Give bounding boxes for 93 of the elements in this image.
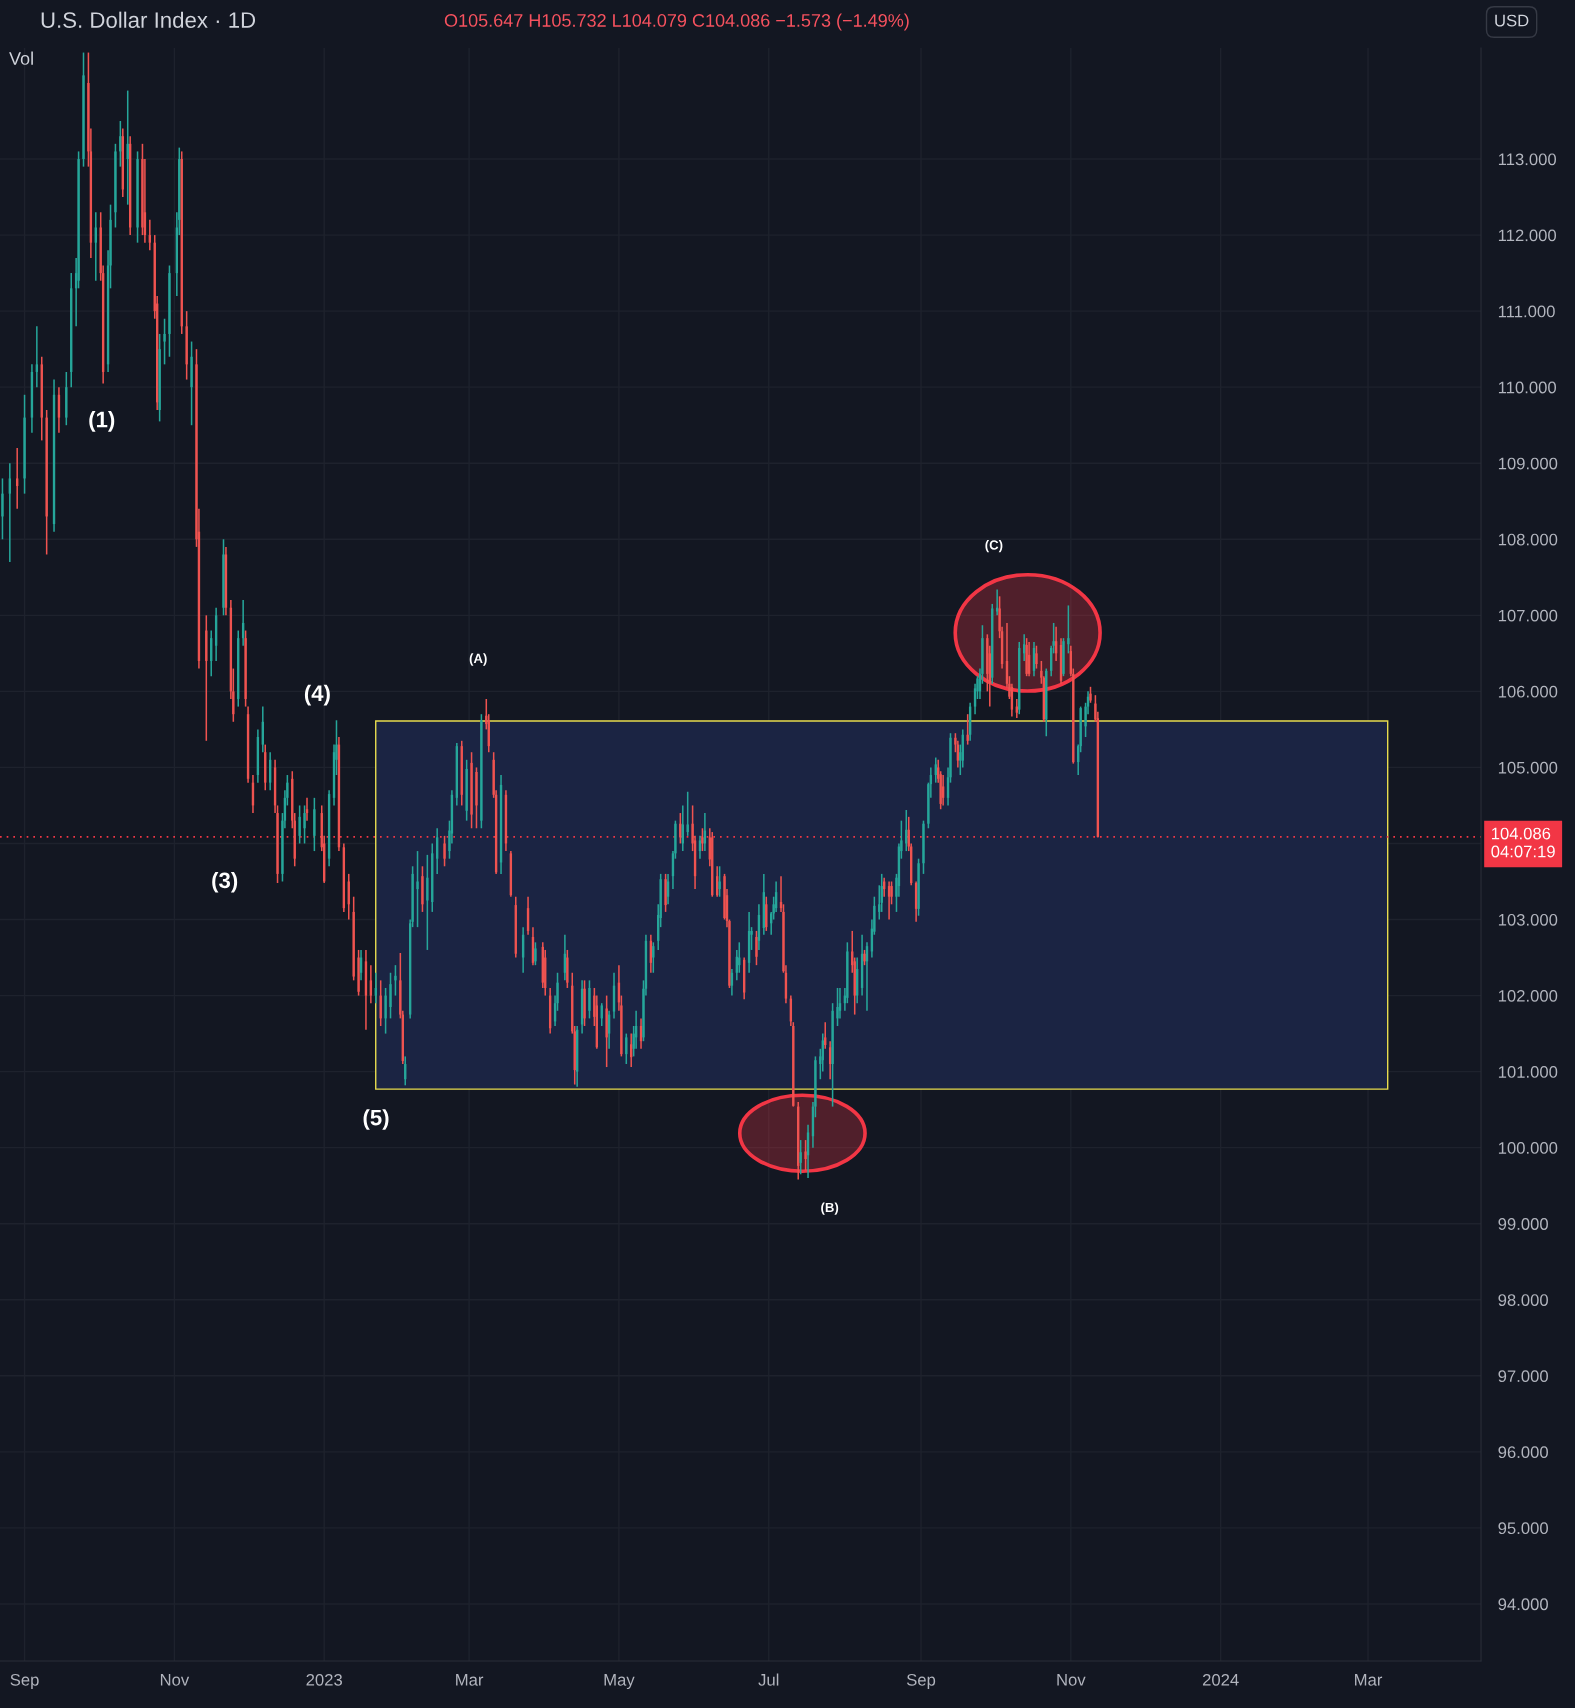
candlestick <box>465 759 468 822</box>
y-tick-label: 112.000 <box>1498 229 1557 242</box>
x-tick-label: Nov <box>160 1674 190 1686</box>
candlestick <box>1067 604 1070 655</box>
y-tick-label: 99.000 <box>1498 1218 1548 1230</box>
candlestick <box>652 941 655 974</box>
candlestick <box>1 477 4 541</box>
candlestick <box>163 317 166 366</box>
candlestick <box>1035 644 1038 670</box>
annotation: (1) <box>89 411 115 432</box>
ref-line-label: 104.086 04:07:19 <box>1491 827 1555 858</box>
x-tick-label: Mar <box>456 1674 484 1686</box>
x-tick-label: Jul <box>758 1673 779 1686</box>
annotation: (4) <box>304 684 330 706</box>
y-tick-label: 100.000 <box>1498 1142 1558 1154</box>
annotation: (C) <box>985 539 1003 553</box>
y-tick-label: 101.000 <box>1498 1066 1558 1078</box>
candlestick <box>298 804 301 845</box>
candlestick <box>1062 637 1065 677</box>
x-tick-label: 2023 <box>306 1673 343 1686</box>
annotation: (B) <box>821 1202 839 1215</box>
y-tick-label: 111.000 <box>1498 305 1555 318</box>
annotation: (A) <box>469 653 487 666</box>
candlestick <box>357 949 360 997</box>
y-tick-label: 95.000 <box>1498 1522 1548 1535</box>
y-axis-title: USD <box>1495 14 1529 27</box>
annotation: (3) <box>212 871 238 893</box>
candlestick <box>664 873 667 913</box>
candlestick <box>480 713 483 830</box>
candlestick <box>416 850 419 928</box>
y-tick-label: 97.000 <box>1498 1370 1548 1383</box>
candlestick <box>379 979 382 1027</box>
candlestick <box>394 964 397 997</box>
y-tick-label: 103.000 <box>1498 913 1558 926</box>
chart-title: U.S. Dollar Index · 1D <box>41 11 256 28</box>
y-tick-label: 108.000 <box>1498 533 1558 546</box>
candlestick <box>168 264 171 358</box>
y-tick-label: 113.000 <box>1498 153 1557 166</box>
y-tick-label: 106.000 <box>1498 685 1558 698</box>
candlestick <box>421 865 424 913</box>
candlestick <box>352 895 355 982</box>
candlestick <box>389 971 392 1020</box>
candlestick <box>303 804 306 845</box>
candlestick <box>190 340 193 426</box>
candlestick <box>799 1139 802 1176</box>
y-tick-label: 107.000 <box>1498 609 1558 622</box>
candlestick <box>114 143 117 229</box>
candlestick <box>588 979 591 1020</box>
candlestick <box>1089 686 1092 704</box>
candlestick <box>534 941 537 966</box>
x-tick-label: Nov <box>1057 1674 1086 1686</box>
candlestick <box>426 854 429 951</box>
candlestick <box>119 120 122 168</box>
candlestick <box>45 409 48 556</box>
chart-subtitle: O105.647 H105.732 L104.079 C104.086 −1.573 (−1.49%) <box>444 13 909 31</box>
x-tick-label: Sep <box>906 1673 936 1690</box>
candlestick <box>863 949 866 966</box>
candlestick <box>566 949 569 989</box>
candlestick <box>922 819 925 875</box>
candlestick <box>313 797 316 852</box>
candlestick <box>966 713 969 746</box>
candlestick <box>185 310 188 381</box>
candlestick <box>755 930 758 966</box>
candlestick <box>917 857 920 917</box>
y-tick-label: 110.000 <box>1498 381 1557 394</box>
y-tick-label: 96.000 <box>1498 1446 1548 1459</box>
candlestick <box>583 979 586 1027</box>
candlestick <box>470 751 473 830</box>
y-tick-label: 105.000 <box>1498 761 1558 774</box>
candlestick <box>384 987 387 1035</box>
candlestick <box>65 371 68 426</box>
x-tick-label: Sep <box>10 1673 39 1690</box>
x-tick-label: Mar <box>1355 1674 1383 1686</box>
candlestick <box>836 987 839 1027</box>
candlestick <box>475 766 478 830</box>
candlestick <box>804 1139 807 1172</box>
candlestick <box>136 150 139 244</box>
candlestick <box>605 994 608 1068</box>
candlestick <box>244 629 247 708</box>
candlestick <box>23 394 26 495</box>
x-tick-label: 2024 <box>1202 1673 1239 1686</box>
candlestick <box>701 827 704 852</box>
candlestick <box>831 1002 834 1108</box>
y-tick-label: 98.000 <box>1498 1294 1548 1306</box>
candlestick <box>443 835 446 868</box>
annotation: Vol <box>9 51 33 65</box>
candlestick <box>82 51 85 168</box>
y-tick-label: 109.000 <box>1498 457 1558 470</box>
y-tick-label: 102.000 <box>1498 989 1558 1002</box>
x-tick-label: May <box>604 1674 635 1690</box>
annotation: (5) <box>363 1109 389 1130</box>
y-tick-label: 94.000 <box>1498 1598 1548 1611</box>
candlestick <box>158 333 161 423</box>
